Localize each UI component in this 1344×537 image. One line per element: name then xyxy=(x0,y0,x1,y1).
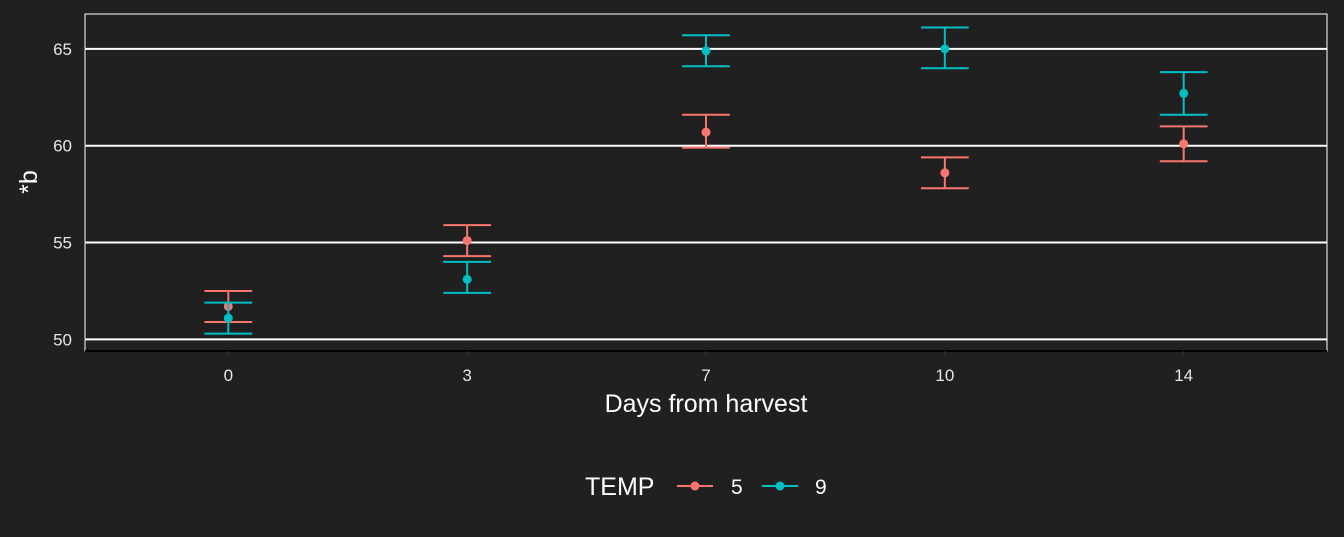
series-9 xyxy=(204,26,1208,335)
legend-item-9: 9 xyxy=(762,476,827,499)
y-tick-label-50: 50 xyxy=(53,330,72,349)
legend-item-5: 5 xyxy=(677,476,743,499)
y-axis-ticks: 50 55 60 65 xyxy=(53,40,85,349)
y-tick-label-55: 55 xyxy=(53,234,72,253)
plot-panel xyxy=(84,13,1328,352)
legend-label-9: 9 xyxy=(815,476,827,499)
point-9-14 xyxy=(1179,88,1189,98)
legend-label-5: 5 xyxy=(731,476,743,499)
y-axis-title: *b xyxy=(15,170,43,194)
y-tick-label-65: 65 xyxy=(53,40,72,59)
x-axis-title: Days from harvest xyxy=(605,390,808,418)
x-tick-label-14: 14 xyxy=(1174,366,1193,385)
point-9-3 xyxy=(462,274,472,284)
point-5-14 xyxy=(1179,139,1189,149)
point-5-3 xyxy=(462,236,472,246)
series-5 xyxy=(204,113,1208,323)
legend-key-point-9 xyxy=(775,481,785,491)
point-9-10 xyxy=(940,44,950,54)
point-9-7 xyxy=(701,46,711,56)
legend: TEMP 5 9 xyxy=(585,473,827,501)
legend-key-point-5 xyxy=(690,481,700,491)
x-axis-ticks: 0 3 7 10 14 xyxy=(224,351,1193,385)
point-5-10 xyxy=(940,168,950,178)
point-5-7 xyxy=(701,127,711,137)
legend-title: TEMP xyxy=(585,473,654,501)
x-tick-label-0: 0 xyxy=(224,366,233,385)
x-tick-label-7: 7 xyxy=(701,366,710,385)
x-tick-label-3: 3 xyxy=(462,366,471,385)
x-tick-label-10: 10 xyxy=(935,366,954,385)
point-9-0 xyxy=(223,313,233,323)
data-marks xyxy=(204,26,1208,335)
y-tick-label-60: 60 xyxy=(53,137,72,156)
